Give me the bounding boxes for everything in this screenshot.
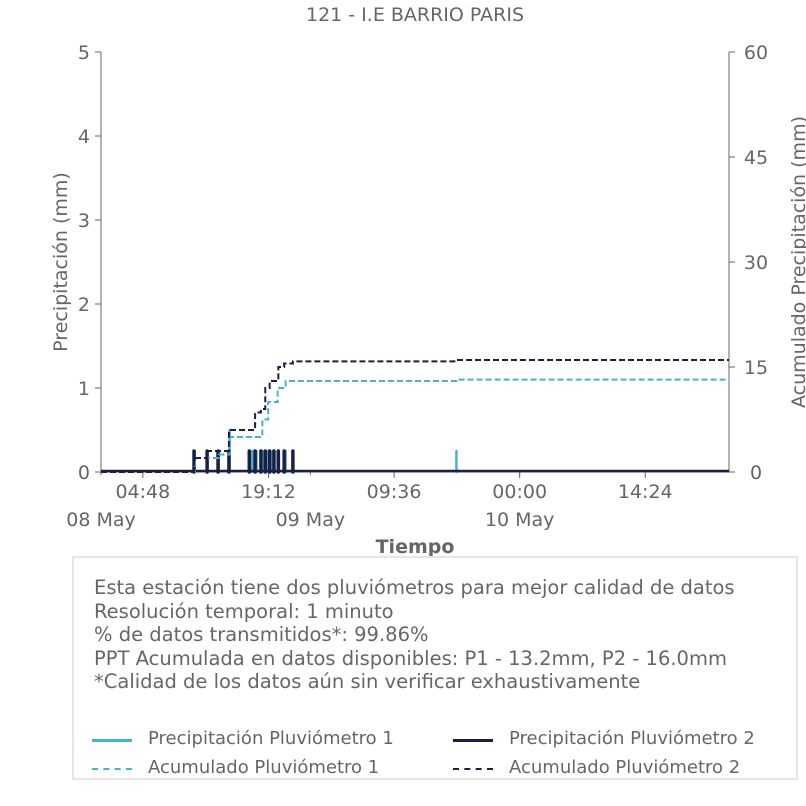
y-tick-label: 3 — [78, 210, 90, 232]
x-tick-label: 14:24 — [618, 481, 673, 503]
y-tick-label: 0 — [78, 462, 90, 484]
legend-label: Acumulado Pluviómetro 1 — [148, 757, 380, 778]
y-tick-label: 4 — [78, 126, 90, 148]
right-y-ticks: 0 15 30 45 60 — [729, 42, 768, 484]
info-text: Esta estación tiene dos pluviómetros par… — [94, 576, 735, 694]
y-axis-label: Precipitación (mm) — [50, 172, 72, 352]
legend-label: Acumulado Pluviómetro 2 — [509, 757, 741, 778]
x-date-labels: 08 May 09 May 10 May — [66, 472, 554, 531]
x-tick-label: 04:48 — [115, 481, 170, 503]
series-precip-p1 — [193, 428, 458, 474]
y2-tick-label: 30 — [744, 252, 768, 274]
legend-swatch-solid-dark — [453, 739, 493, 742]
series-precip-p2 — [192, 449, 295, 474]
x-axis-label: Tiempo — [376, 536, 455, 558]
info-box: Esta estación tiene dos pluviómetros par… — [72, 556, 798, 780]
x-ticks: 04:48 19:12 09:36 00:00 14:24 — [115, 472, 673, 503]
x-date-label: 08 May — [66, 509, 136, 531]
series-acumulado-p1-line — [101, 378, 729, 473]
x-tick-label: 00:00 — [492, 481, 547, 503]
chart-title: 121 - I.E BARRIO PARIS — [306, 4, 524, 26]
legend-label: Precipitación Pluviómetro 1 — [148, 728, 394, 749]
info-line-accumulated: PPT Acumulada en datos disponibles: P1 -… — [94, 646, 727, 670]
y2-tick-label: 15 — [744, 357, 768, 379]
info-line-quality-note: *Calidad de los datos aún sin verificar … — [94, 670, 641, 694]
legend-swatch-solid-light — [92, 739, 132, 742]
left-y-ticks: 0 1 2 3 4 5 — [78, 42, 101, 484]
legend-swatch-dashed-light — [92, 768, 132, 770]
info-line-transmitted: % de datos transmitidos*: 99.86% — [94, 623, 429, 647]
x-tick-label: 09:36 — [367, 481, 422, 503]
x-date-label: 10 May — [485, 509, 555, 531]
y2-axis-label: Acumulado Precipitación (mm) — [788, 116, 806, 408]
plot-area — [100, 52, 730, 473]
y-tick-label: 2 — [78, 294, 90, 316]
y2-tick-label: 60 — [744, 42, 768, 64]
x-tick-label: 19:12 — [241, 481, 296, 503]
info-line-stations: Esta estación tiene dos pluviómetros par… — [94, 576, 735, 599]
y-tick-label: 5 — [78, 42, 90, 64]
x-date-label: 09 May — [276, 509, 346, 531]
y-tick-label: 1 — [78, 378, 90, 400]
info-line-resolution: Resolución temporal: 1 minuto — [94, 599, 394, 623]
legend-swatch-dashed-dark — [453, 768, 493, 770]
y2-tick-label: 0 — [750, 462, 762, 484]
y2-tick-label: 45 — [744, 147, 768, 169]
legend-label: Precipitación Pluviómetro 2 — [509, 728, 755, 749]
series-acumulado-p2-line — [101, 359, 729, 473]
